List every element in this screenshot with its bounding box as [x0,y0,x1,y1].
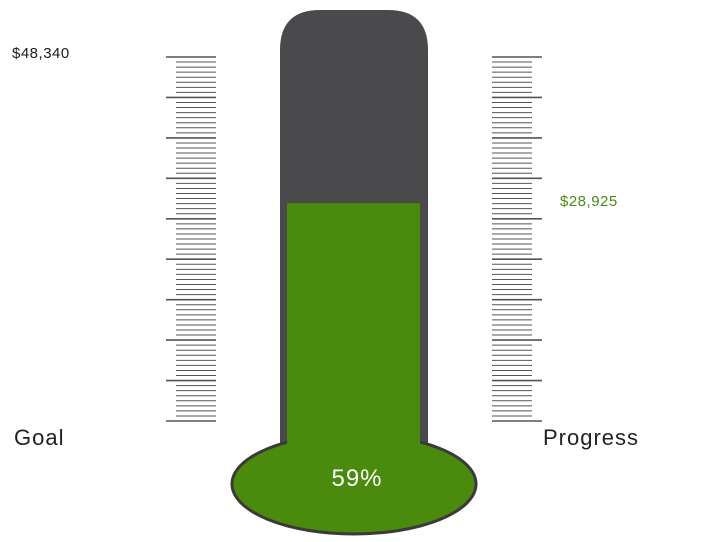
progress-fill [287,203,420,464]
goal-label: Goal [14,425,65,450]
progress-amount-label: $28,925 [560,193,618,210]
goal-amount-label: $48,340 [12,45,70,62]
progress-label: Progress [543,425,640,450]
percent-label: 59% [331,465,383,492]
bulb-neck [287,430,420,460]
